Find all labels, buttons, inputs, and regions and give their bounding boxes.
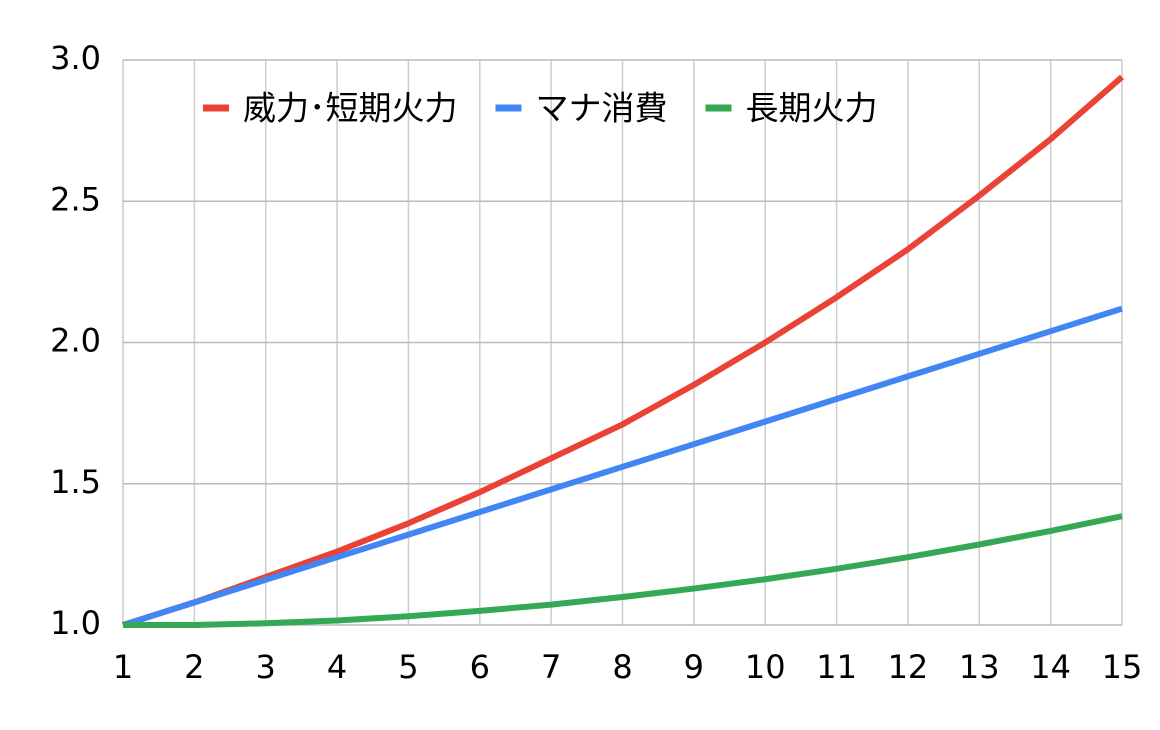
x-tick-label: 11 bbox=[816, 648, 857, 686]
x-tick-label: 5 bbox=[398, 648, 418, 686]
x-tick-label: 1 bbox=[113, 648, 133, 686]
x-tick-label: 9 bbox=[684, 648, 704, 686]
y-tick-label: 3.0 bbox=[50, 39, 101, 77]
x-tick-label: 3 bbox=[256, 648, 276, 686]
x-tick-label: 10 bbox=[745, 648, 786, 686]
legend-label: 長期火力 bbox=[746, 89, 878, 128]
y-tick-label: 2.0 bbox=[50, 322, 101, 360]
x-tick-label: 12 bbox=[888, 648, 929, 686]
x-tick-label: 8 bbox=[612, 648, 632, 686]
x-tick-label: 13 bbox=[959, 648, 1000, 686]
x-tick-label: 15 bbox=[1102, 648, 1143, 686]
y-tick-label: 1.0 bbox=[50, 604, 101, 642]
x-tick-label: 14 bbox=[1030, 648, 1071, 686]
x-tick-label: 7 bbox=[541, 648, 561, 686]
series-line bbox=[123, 513, 1123, 628]
x-tick-label: 6 bbox=[470, 648, 490, 686]
series-line bbox=[122, 305, 1123, 628]
y-tick-label: 2.5 bbox=[50, 180, 101, 218]
legend: 威力･短期火力 マナ消費 長期火力 bbox=[203, 89, 878, 128]
legend-label: マナ消費 bbox=[536, 89, 668, 128]
x-tick-label: 2 bbox=[184, 648, 204, 686]
x-tick-label: 4 bbox=[327, 648, 347, 686]
legend-label: 威力･短期火力 bbox=[243, 89, 458, 128]
y-tick-label: 1.5 bbox=[50, 463, 101, 501]
series-line bbox=[122, 74, 1124, 628]
